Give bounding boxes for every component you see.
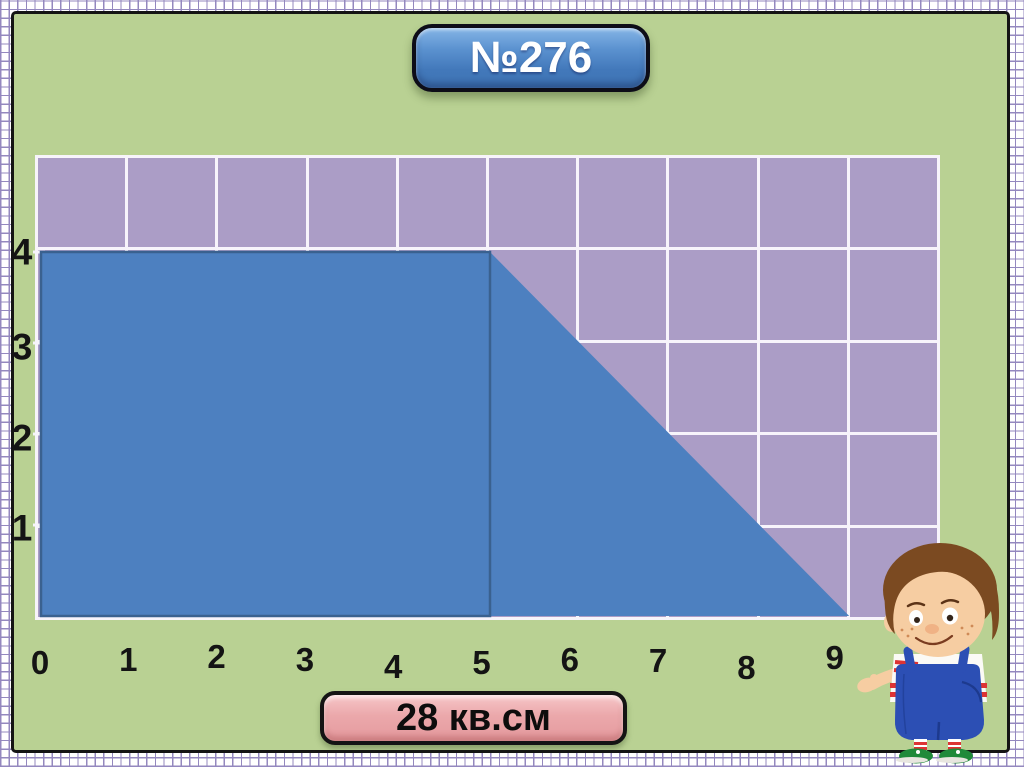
grid-cell [849,250,937,340]
grid-cell [308,158,396,248]
boy-head [883,543,1000,657]
grid-cell [849,435,937,525]
y-axis-tick [33,432,45,436]
grid-cell [579,250,667,340]
grid-cell [669,250,757,340]
x-axis-label: 7 [648,642,668,679]
grid-cell [38,158,126,248]
grid-cell [579,158,667,248]
trapezoid-fill [41,252,850,616]
grid-cell [669,158,757,248]
grid-cell [669,342,757,433]
grid-cell [759,250,847,340]
y-axis: 4 3 2 1 [6,166,38,631]
area-result-label: 28 кв.см [395,697,551,739]
x-axis-label: 6 [560,641,579,678]
task-number-label: №276 [469,33,593,82]
y-axis-label: 3 [11,326,33,368]
trapezoid-shape [33,250,850,618]
grid-cell [849,158,937,248]
grid-cell [398,158,486,248]
boy-mascot-illustration [857,543,1000,764]
rectangle-part-outline [39,250,492,618]
grid-cell [218,158,306,248]
x-axis-label: 3 [295,641,315,678]
grid-cell [849,342,937,433]
grid-cell [759,158,847,248]
area-result-badge: 28 кв.см [320,691,627,745]
x-axis: 0 1 2 3 4 5 6 7 8 9 [31,634,940,684]
grid-cell [759,435,847,525]
x-axis-label: 9 [825,639,844,676]
grid-cell [759,342,847,433]
y-axis-tick [33,250,45,254]
x-axis-label: 2 [207,638,226,675]
x-axis-label: 5 [472,644,491,681]
boy-body [857,644,987,764]
y-axis-tick [33,523,45,527]
x-axis-label: 8 [737,649,756,686]
x-axis-label: 1 [119,641,138,678]
y-axis-tick [33,341,45,345]
grid-cell [488,158,577,248]
grid-cell [128,158,216,248]
task-number-badge: №276 [412,24,650,92]
x-axis-label: 4 [384,648,403,685]
x-axis-label: 0 [30,644,50,681]
y-axis-label: 4 [11,231,33,273]
y-axis-label: 1 [11,507,33,549]
y-axis-label: 2 [11,417,33,459]
